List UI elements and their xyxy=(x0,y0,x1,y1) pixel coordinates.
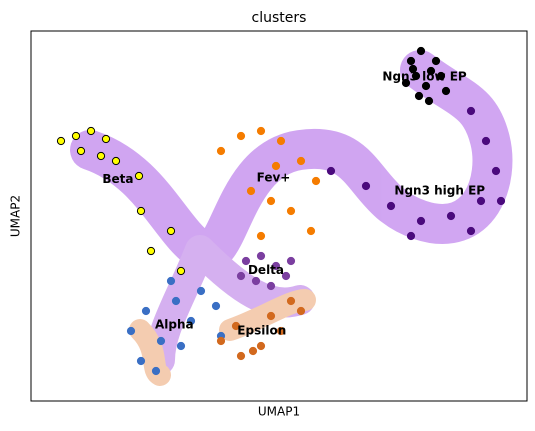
point xyxy=(171,296,181,306)
point xyxy=(151,366,161,376)
chart-title: clusters xyxy=(252,10,307,26)
point xyxy=(276,326,286,336)
point xyxy=(406,231,416,241)
point xyxy=(416,46,426,56)
x-axis-label: UMAP1 xyxy=(258,405,300,419)
point xyxy=(86,126,96,136)
point xyxy=(266,281,276,291)
point xyxy=(401,78,411,88)
point xyxy=(411,71,421,81)
point xyxy=(236,131,246,141)
cluster-label: Epsilon xyxy=(237,324,286,338)
point xyxy=(236,351,246,361)
point xyxy=(56,136,66,146)
graph-edges xyxy=(70,50,513,386)
point xyxy=(256,251,266,261)
cluster-label: Delta xyxy=(248,263,284,277)
point xyxy=(266,311,276,321)
point xyxy=(266,196,276,206)
point xyxy=(146,246,156,256)
point xyxy=(76,146,86,156)
point xyxy=(416,216,426,226)
point xyxy=(211,301,221,311)
point xyxy=(248,346,258,356)
point xyxy=(166,276,176,286)
point xyxy=(216,146,226,156)
point xyxy=(386,201,396,211)
point xyxy=(271,161,281,171)
point xyxy=(186,316,196,326)
point xyxy=(216,336,226,346)
point xyxy=(311,176,321,186)
point xyxy=(241,256,251,266)
point xyxy=(476,196,486,206)
point xyxy=(236,271,246,281)
point xyxy=(281,271,291,281)
point xyxy=(111,156,121,166)
point xyxy=(134,171,144,181)
y-axis-label: UMAP2 xyxy=(9,195,23,237)
point xyxy=(251,276,261,286)
point xyxy=(286,296,296,306)
point xyxy=(431,56,441,66)
cluster-label: Fev+ xyxy=(257,171,291,185)
point xyxy=(421,81,431,91)
point xyxy=(286,206,296,216)
point xyxy=(256,341,266,351)
point xyxy=(271,261,281,271)
point xyxy=(136,356,146,366)
point xyxy=(446,211,456,221)
point xyxy=(176,266,186,276)
point xyxy=(256,231,266,241)
point xyxy=(141,306,151,316)
point xyxy=(408,64,418,74)
point xyxy=(406,56,416,66)
point xyxy=(481,136,491,146)
point xyxy=(276,136,286,146)
point xyxy=(166,226,176,236)
point xyxy=(71,131,81,141)
point xyxy=(156,336,166,346)
point xyxy=(296,156,306,166)
point xyxy=(491,166,501,176)
cluster-label: Ngn3 high EP xyxy=(394,184,485,198)
point xyxy=(296,306,306,316)
point xyxy=(136,206,146,216)
point xyxy=(306,226,316,236)
point xyxy=(441,86,451,96)
cluster-label: Alpha xyxy=(155,317,194,331)
plot-frame xyxy=(30,30,528,402)
point xyxy=(496,196,506,206)
cluster-label: Beta xyxy=(102,172,133,186)
point xyxy=(101,134,111,144)
point xyxy=(176,341,186,351)
point xyxy=(231,321,241,331)
point xyxy=(326,166,336,176)
cluster-label: Ngn3 low EP xyxy=(382,69,467,83)
point xyxy=(256,126,266,136)
point xyxy=(466,226,476,236)
point xyxy=(466,106,476,116)
point xyxy=(426,66,436,76)
point xyxy=(361,181,371,191)
point xyxy=(414,91,424,101)
point xyxy=(286,256,296,266)
point xyxy=(436,71,446,81)
point xyxy=(424,96,434,106)
point xyxy=(96,151,106,161)
point xyxy=(126,326,136,336)
point xyxy=(196,286,206,296)
point xyxy=(246,186,256,196)
